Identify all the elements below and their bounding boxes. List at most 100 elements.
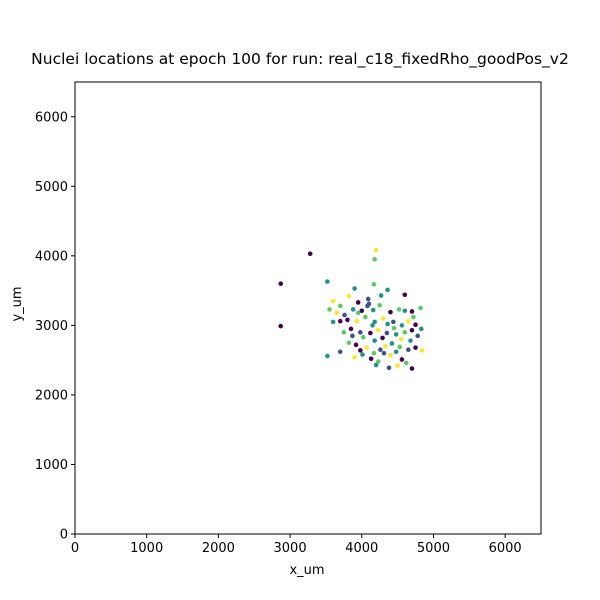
scatter-point xyxy=(341,330,347,335)
scatter-point xyxy=(409,366,415,371)
scatter-point xyxy=(386,365,392,371)
scatter-point xyxy=(345,317,350,323)
scatter-point xyxy=(406,347,411,353)
scatter-point xyxy=(399,323,405,328)
scatter-point xyxy=(330,319,336,325)
y-tick-label: 3000 xyxy=(35,319,68,334)
scatter-point xyxy=(419,348,425,353)
scatter-point xyxy=(388,352,393,358)
scatter-point xyxy=(371,350,377,356)
scatter-point xyxy=(337,318,343,324)
scatter-point xyxy=(360,352,365,357)
scatter-point xyxy=(413,345,418,350)
y-tick-label: 0 xyxy=(60,528,68,543)
scatter-point xyxy=(364,345,370,350)
scatter-point xyxy=(384,330,390,336)
x-tick-label: 5000 xyxy=(417,541,450,556)
scatter-point xyxy=(358,348,363,353)
scatter-point xyxy=(375,359,381,364)
scatter-point xyxy=(278,323,284,329)
scatter-point xyxy=(380,335,385,341)
scatter-point xyxy=(398,336,404,342)
scatter-point xyxy=(370,307,376,313)
scatter-point xyxy=(418,305,423,311)
scatter-point xyxy=(365,303,370,309)
scatter-point xyxy=(391,319,396,325)
scatter-point xyxy=(402,308,408,314)
scatter-point xyxy=(402,330,408,335)
x-tick-label: 2000 xyxy=(202,541,235,556)
scatter-point xyxy=(378,293,384,298)
scatter-point xyxy=(278,281,284,286)
scatter-point xyxy=(397,344,403,350)
scatter-point xyxy=(393,332,399,337)
scatter-point xyxy=(391,325,397,331)
x-axis-ticks: 0 1000 2000 3000 4000 5000 6000 xyxy=(71,534,522,556)
scatter-point xyxy=(375,327,381,333)
scatter-point xyxy=(307,251,313,257)
scatter-point xyxy=(399,357,405,362)
scatter-points xyxy=(278,247,425,371)
scatter-point xyxy=(327,307,332,312)
scatter-point xyxy=(337,349,343,355)
plot-area-border xyxy=(74,81,542,535)
scatter-point xyxy=(355,300,361,305)
x-tick-label: 4000 xyxy=(345,541,378,556)
scatter-point xyxy=(372,338,377,343)
scatter-point xyxy=(350,333,355,339)
y-tick-label: 2000 xyxy=(35,388,68,403)
scatter-point xyxy=(380,316,386,321)
x-tick-label: 6000 xyxy=(489,541,522,556)
scatter-point xyxy=(350,307,356,312)
scatter-point xyxy=(325,353,330,359)
scatter-point xyxy=(372,319,377,325)
scatter-point xyxy=(377,302,382,308)
scatter-point xyxy=(354,318,360,324)
scatter-point xyxy=(370,323,375,328)
axes-frame xyxy=(74,81,542,535)
scatter-point xyxy=(368,356,374,362)
x-tick-label: 3000 xyxy=(274,541,307,556)
scatter-point xyxy=(365,296,371,302)
scatter-point xyxy=(352,355,357,360)
scatter-point xyxy=(378,347,383,353)
scatter-point xyxy=(368,330,373,336)
scatter-point xyxy=(393,349,399,355)
scatter-point xyxy=(381,350,387,356)
y-axis-label: y_um xyxy=(10,286,25,321)
scatter-point xyxy=(385,321,390,327)
scatter-point xyxy=(409,327,415,333)
scatter-point xyxy=(388,309,393,315)
scatter-point xyxy=(371,282,377,287)
scatter-point xyxy=(403,360,409,366)
x-tick-label: 1000 xyxy=(130,541,163,556)
scatter-point xyxy=(396,307,402,312)
scatter-point xyxy=(389,341,395,346)
scatter-point xyxy=(346,293,352,299)
scatter-point xyxy=(411,314,416,320)
scatter-point xyxy=(409,309,415,314)
y-tick-label: 4000 xyxy=(35,249,68,264)
scatter-point xyxy=(337,303,343,309)
scatter-point xyxy=(373,362,379,368)
chart-title: Nuclei locations at epoch 100 for run: r… xyxy=(31,50,569,69)
y-tick-label: 1000 xyxy=(35,458,68,473)
scatter-point xyxy=(358,330,363,335)
scatter-point xyxy=(408,338,413,343)
scatter-point xyxy=(353,342,359,348)
scatter-point xyxy=(325,279,330,284)
scatter-point xyxy=(383,343,388,349)
scatter-point xyxy=(373,247,379,253)
scatter-point xyxy=(346,340,352,346)
scatter-point xyxy=(406,318,411,324)
scatter-point xyxy=(402,292,408,298)
scatter-point xyxy=(342,312,347,318)
x-axis-label: x_um xyxy=(289,563,324,578)
scatter-point xyxy=(363,314,368,320)
y-tick-label: 6000 xyxy=(35,110,68,125)
x-tick-label: 0 xyxy=(71,541,79,556)
scatter-point xyxy=(413,322,418,327)
scatter-point xyxy=(395,363,400,369)
y-axis-ticks: 0 1000 2000 3000 4000 5000 6000 xyxy=(35,110,75,543)
